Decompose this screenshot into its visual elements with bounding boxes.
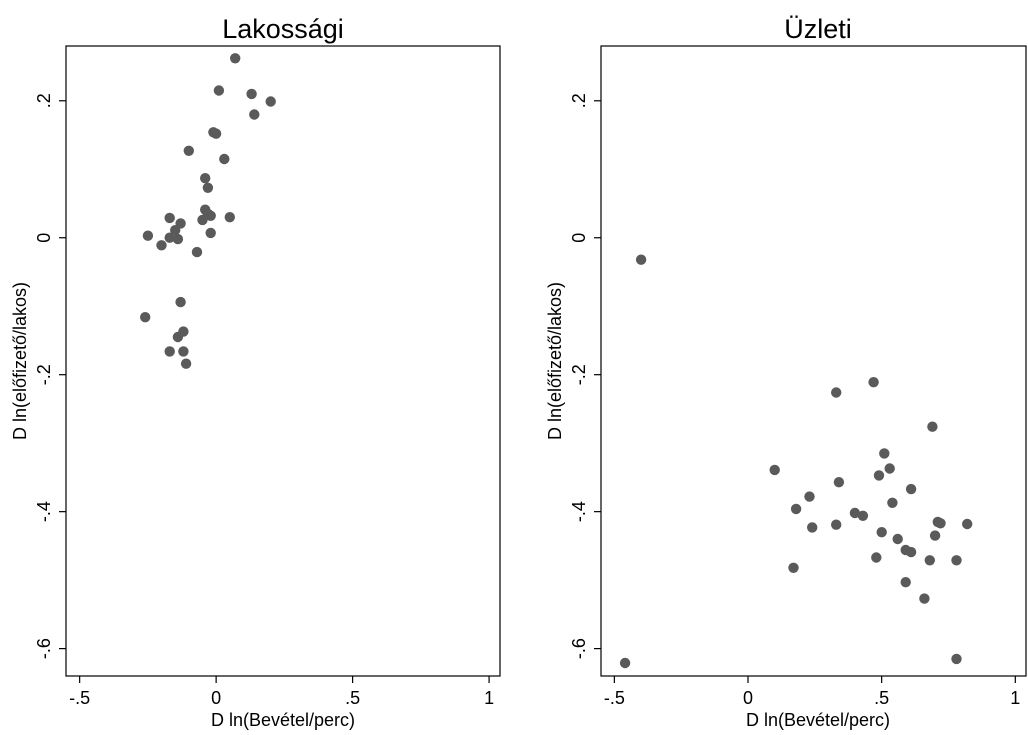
- data-point: [180, 358, 192, 369]
- data-point: [213, 85, 225, 96]
- y-tick-label: -.6: [34, 638, 54, 659]
- data-point: [156, 240, 167, 251]
- data-point: [224, 212, 235, 223]
- data-point: [871, 552, 882, 563]
- data-point: [265, 96, 276, 107]
- data-point: [183, 145, 194, 156]
- data-point: [833, 477, 845, 488]
- data-point: [197, 214, 208, 226]
- points-layer: [140, 53, 276, 369]
- y-tick-label: 0: [34, 233, 54, 243]
- data-point: [142, 230, 154, 241]
- panel-lakossagi: Lakossági -.5 0 .5 1 -.6 -.4 -.2 0 .2 D ln(Bevé…: [10, 14, 501, 730]
- data-point: [951, 653, 962, 665]
- data-point: [164, 212, 175, 224]
- x-axis-label: D ln(Bevétel/perc): [746, 710, 890, 730]
- data-point: [919, 593, 930, 604]
- data-point: [210, 128, 222, 139]
- data-point: [831, 387, 842, 398]
- x-tick-label: -.5: [604, 688, 625, 708]
- panel-uzleti: Üzleti -.5 0 .5 1 -.6 -.4 -.2 0 .2 D ln(Bevétel…: [545, 14, 1027, 730]
- data-point: [619, 657, 631, 669]
- panel-title: Üzleti: [784, 14, 852, 44]
- data-point: [892, 533, 903, 545]
- data-point: [635, 254, 647, 265]
- data-point: [924, 555, 935, 566]
- data-point: [164, 232, 175, 243]
- data-point: [868, 377, 879, 388]
- x-tick-label: .5: [874, 688, 889, 708]
- data-point: [769, 464, 780, 476]
- y-axis-label: D ln(előfizető/lakos): [545, 282, 565, 440]
- data-point: [205, 210, 216, 221]
- data-point: [175, 296, 186, 308]
- x-tick-label: 1: [484, 688, 494, 708]
- y-tick-label: -.2: [569, 364, 589, 385]
- data-point: [172, 331, 184, 343]
- data-point: [900, 577, 911, 588]
- y-ticks: -.6 -.4 -.2 0 .2: [569, 93, 601, 659]
- y-ticks: -.6 -.4 -.2 0 .2: [34, 93, 66, 659]
- data-point: [249, 109, 260, 120]
- data-point: [905, 483, 917, 495]
- y-tick-label: 0: [569, 233, 589, 243]
- data-point: [804, 491, 815, 502]
- x-axis-label: D ln(Bevétel/perc): [211, 710, 355, 730]
- data-point: [849, 507, 861, 519]
- data-point: [929, 530, 941, 541]
- data-point: [164, 346, 175, 357]
- data-point: [962, 518, 973, 530]
- data-point: [905, 546, 917, 558]
- x-tick-label: 0: [743, 688, 753, 708]
- data-point: [935, 518, 946, 529]
- data-point: [887, 497, 898, 508]
- data-point: [876, 527, 887, 538]
- x-ticks: -.5 0 .5 1: [604, 676, 1020, 708]
- data-point: [879, 448, 890, 459]
- data-point: [246, 88, 257, 100]
- data-point: [951, 555, 962, 566]
- x-tick-label: 1: [1010, 688, 1020, 708]
- data-point: [807, 522, 818, 533]
- data-point: [790, 503, 802, 515]
- data-point: [178, 346, 189, 357]
- data-point: [172, 233, 184, 245]
- y-tick-label: -.6: [569, 638, 589, 659]
- data-point: [202, 182, 214, 193]
- data-point: [191, 246, 203, 258]
- plot-frame: [65, 45, 501, 677]
- y-tick-label: .2: [569, 93, 589, 108]
- data-point: [170, 225, 181, 236]
- data-point: [230, 53, 241, 64]
- data-point: [140, 312, 151, 323]
- data-point: [205, 227, 216, 239]
- plot-frame: [600, 45, 1027, 677]
- y-tick-label: -.4: [34, 501, 54, 522]
- data-point: [831, 519, 842, 530]
- x-tick-label: -.5: [69, 688, 90, 708]
- y-tick-label: -.4: [569, 501, 589, 522]
- y-tick-label: -.2: [34, 364, 54, 385]
- x-ticks: -.5 0 .5 1: [69, 676, 494, 708]
- data-point: [219, 153, 230, 165]
- y-axis-label: D ln(előfizető/lakos): [10, 282, 30, 440]
- data-point: [200, 173, 211, 184]
- data-point: [857, 510, 869, 521]
- points-layer: [619, 254, 973, 669]
- data-point: [788, 562, 799, 573]
- x-tick-label: .5: [345, 688, 360, 708]
- panel-title: Lakossági: [222, 14, 344, 44]
- y-tick-label: .2: [34, 93, 54, 108]
- x-tick-label: 0: [211, 688, 221, 708]
- data-point: [884, 463, 895, 474]
- data-point: [873, 470, 885, 481]
- data-point: [927, 421, 938, 432]
